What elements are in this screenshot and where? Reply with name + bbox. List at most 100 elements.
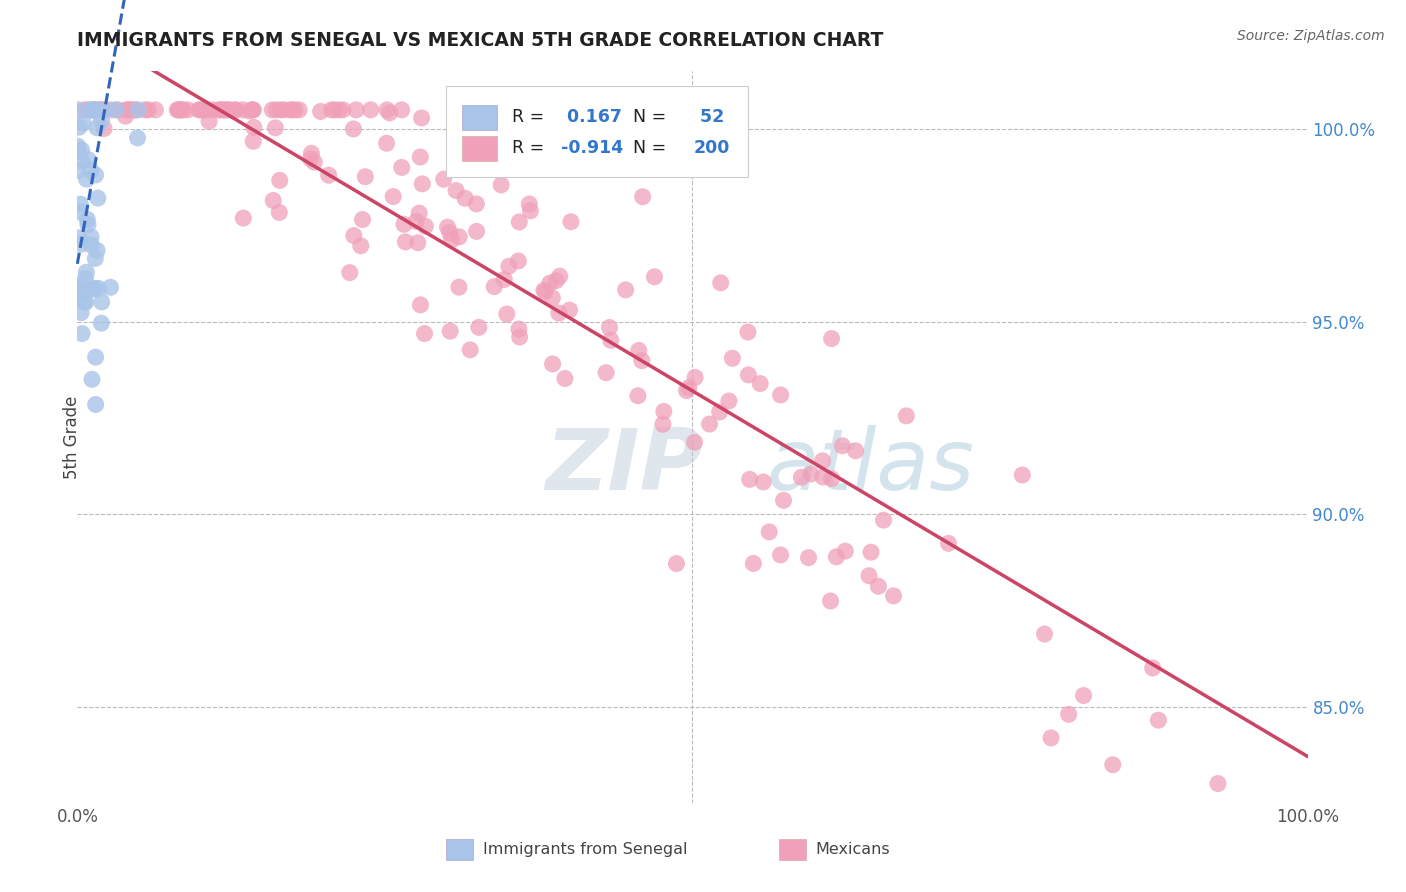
Point xyxy=(194,103,217,117)
Point xyxy=(595,366,617,380)
Point xyxy=(433,172,456,186)
Point xyxy=(519,203,541,218)
Point xyxy=(323,103,346,117)
Point xyxy=(413,326,436,341)
Point xyxy=(264,103,287,117)
Point xyxy=(208,103,231,117)
Point xyxy=(509,330,531,344)
Text: 0.167: 0.167 xyxy=(561,109,621,127)
Text: 52: 52 xyxy=(693,109,724,127)
Point xyxy=(67,231,90,245)
Point xyxy=(352,212,374,227)
Point xyxy=(269,205,291,219)
Point xyxy=(406,235,429,250)
Point xyxy=(599,146,621,161)
Point xyxy=(392,218,415,232)
Point xyxy=(187,103,209,117)
Point xyxy=(627,343,650,358)
Point xyxy=(87,191,110,205)
Point xyxy=(465,197,488,211)
Point xyxy=(382,189,405,203)
Point xyxy=(449,230,471,244)
Point xyxy=(1101,757,1123,772)
Point xyxy=(208,103,231,117)
Point xyxy=(360,103,382,117)
Point xyxy=(394,235,416,249)
Point xyxy=(454,103,477,117)
Point xyxy=(67,204,90,219)
Point xyxy=(738,472,761,486)
Point xyxy=(517,197,540,211)
Point xyxy=(845,443,868,458)
Point xyxy=(1073,689,1095,703)
Point xyxy=(1142,661,1164,675)
Point xyxy=(66,103,89,117)
FancyBboxPatch shape xyxy=(447,839,474,860)
Point xyxy=(321,103,343,117)
Point xyxy=(198,114,221,128)
Point xyxy=(288,103,311,117)
Point xyxy=(328,103,350,117)
Point xyxy=(447,280,470,294)
Point xyxy=(820,332,842,346)
Point xyxy=(80,282,103,296)
Point xyxy=(1206,776,1229,790)
Point xyxy=(495,307,517,321)
Point xyxy=(1040,731,1063,745)
Point xyxy=(69,197,91,211)
Point xyxy=(1011,468,1033,483)
Point xyxy=(548,269,571,284)
Point xyxy=(232,211,254,225)
Point xyxy=(105,103,128,117)
Point xyxy=(454,126,477,140)
Point xyxy=(80,372,103,386)
Point xyxy=(83,103,105,117)
Point xyxy=(538,277,561,291)
Point xyxy=(75,295,97,310)
FancyBboxPatch shape xyxy=(779,839,806,860)
Point xyxy=(626,125,648,139)
Point xyxy=(70,305,93,319)
Text: IMMIGRANTS FROM SENEGAL VS MEXICAN 5TH GRADE CORRELATION CHART: IMMIGRANTS FROM SENEGAL VS MEXICAN 5TH G… xyxy=(77,31,884,50)
Point xyxy=(100,103,122,117)
Point xyxy=(411,111,433,125)
Point xyxy=(339,266,361,280)
Text: Immigrants from Senegal: Immigrants from Senegal xyxy=(484,842,688,857)
Point xyxy=(820,594,842,608)
Point xyxy=(169,103,191,117)
Point xyxy=(749,376,772,391)
Point xyxy=(269,173,291,187)
Point xyxy=(409,298,432,312)
Point xyxy=(825,549,848,564)
Point xyxy=(938,536,960,550)
Point xyxy=(84,397,107,411)
Point xyxy=(683,370,706,384)
Point xyxy=(860,545,883,559)
Point xyxy=(212,103,235,117)
Point xyxy=(94,103,117,117)
Point xyxy=(391,103,413,117)
Point xyxy=(769,548,792,562)
Point xyxy=(77,218,100,232)
Point xyxy=(121,103,143,117)
Point xyxy=(240,103,263,117)
Point xyxy=(67,120,90,135)
Point xyxy=(541,357,564,371)
Point xyxy=(440,233,463,247)
Point xyxy=(411,177,433,191)
Point xyxy=(134,103,156,117)
Point xyxy=(127,131,149,145)
Point xyxy=(683,435,706,450)
Point xyxy=(643,269,665,284)
Point xyxy=(90,316,112,330)
Text: N =: N = xyxy=(623,139,672,157)
Point xyxy=(769,388,792,402)
Point xyxy=(166,103,188,117)
Point xyxy=(868,579,890,593)
Point xyxy=(107,103,129,117)
Point xyxy=(90,113,112,128)
Point xyxy=(354,169,377,184)
Point xyxy=(262,194,284,208)
Point xyxy=(262,103,284,117)
Point xyxy=(599,333,621,347)
